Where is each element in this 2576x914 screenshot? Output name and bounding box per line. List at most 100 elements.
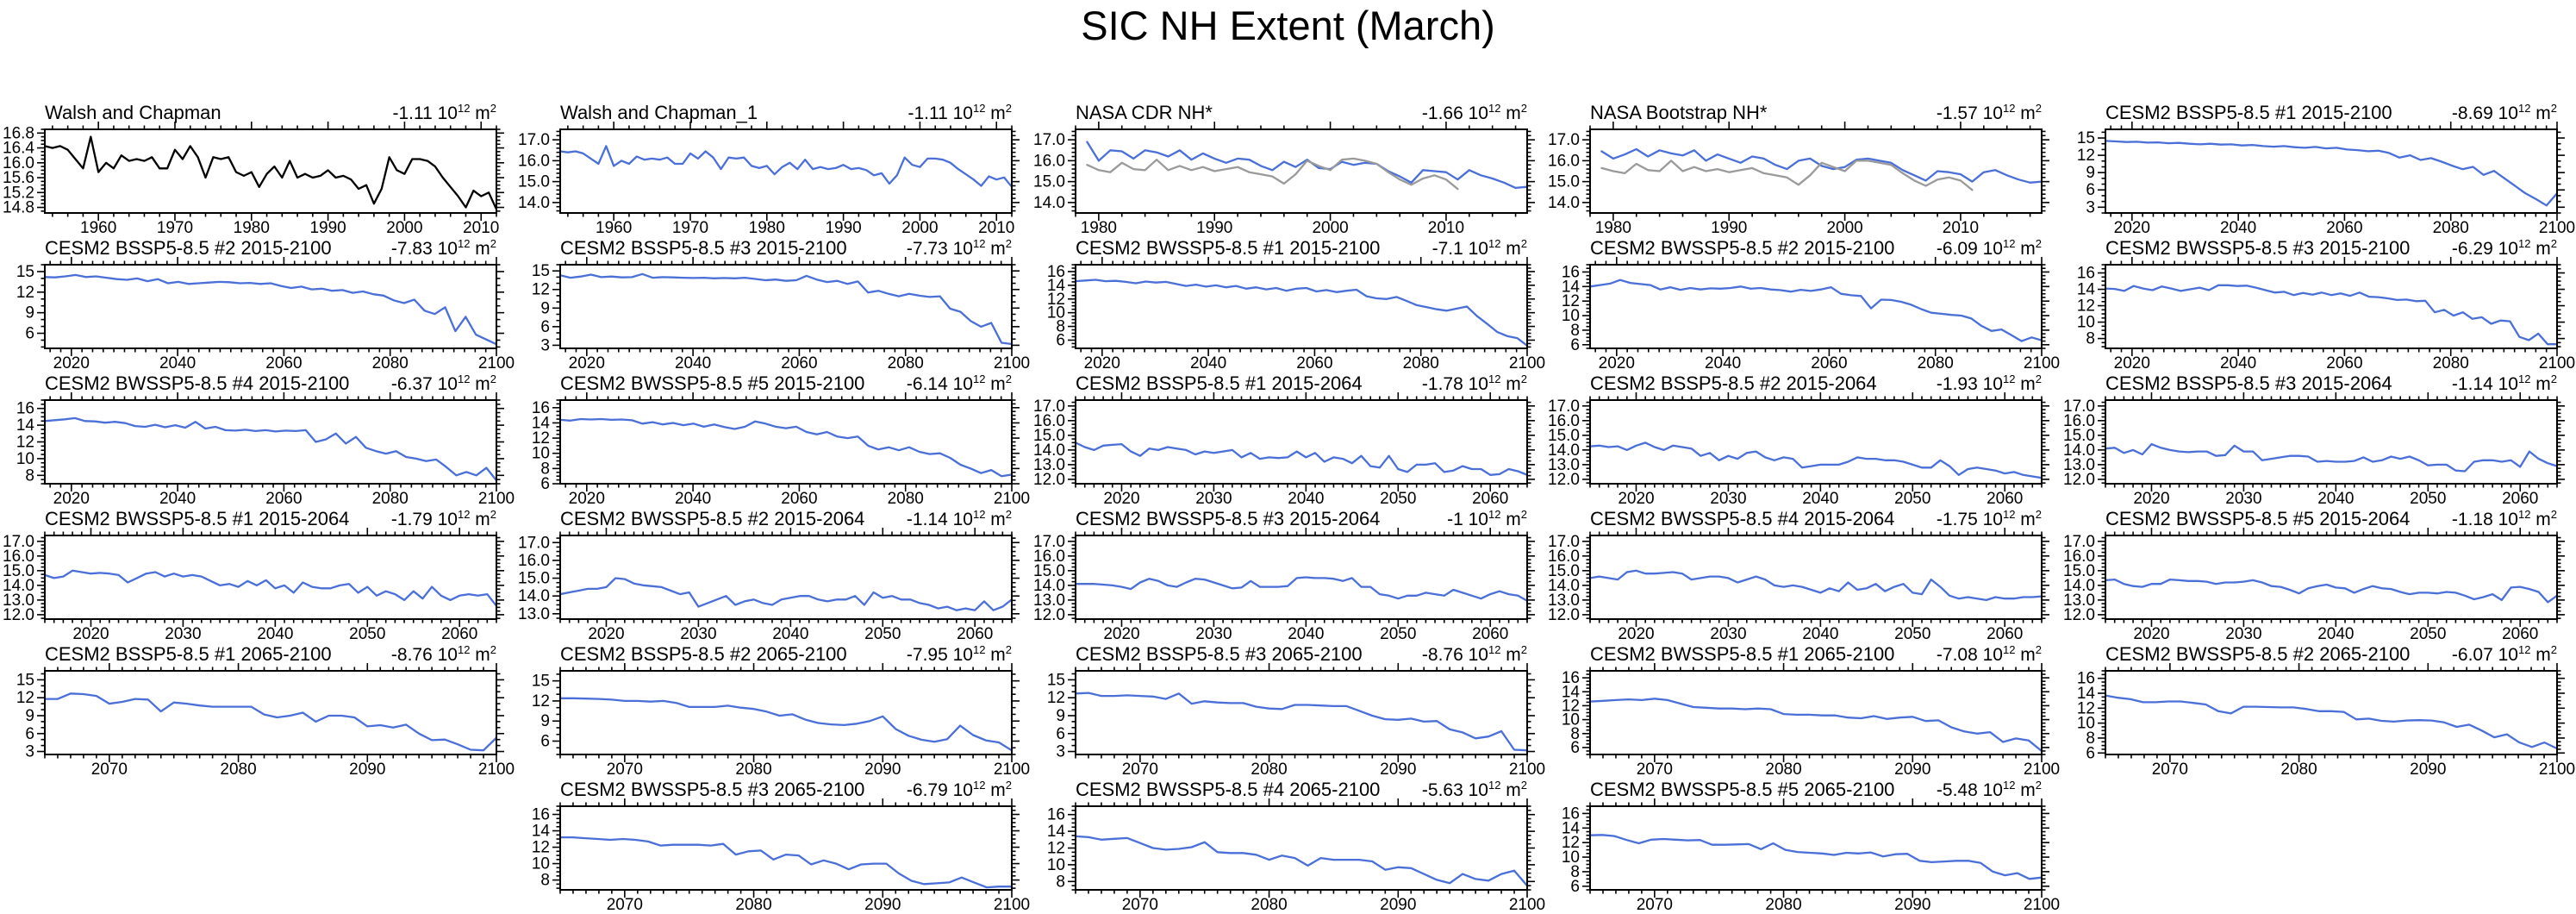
y-tick-label: 12	[2077, 297, 2095, 316]
x-tick-label: 2100	[2024, 896, 2060, 914]
y-tick-label: 17.0	[1033, 398, 1065, 416]
x-tick-label: 2100	[478, 761, 515, 779]
x-tick-label: 2060	[1472, 490, 1508, 508]
trend-annotation: -6.14 1012 m2	[907, 372, 1012, 394]
y-tick-label: 12	[16, 284, 34, 302]
x-tick-label: 2000	[386, 219, 422, 237]
trend-annotation: -8.76 1012 m2	[391, 643, 496, 665]
panel-title: CESM2 BWSSP5-8.5 #2 2015-2100	[1590, 237, 1894, 259]
plot-border	[2105, 264, 2558, 349]
x-tick-label: 2030	[680, 625, 716, 643]
y-tick-label: 14.0	[1548, 441, 1580, 460]
x-tick-label: 2080	[735, 896, 771, 914]
x-tick-label: 2000	[901, 219, 938, 237]
x-tick-label: 1980	[749, 219, 785, 237]
x-tick-label: 2060	[441, 625, 477, 643]
chart-panel: CESM2 BWSSP5-8.5 #4 2065-2100 -5.63 1012 …	[1031, 779, 1546, 914]
figure-title: SIC NH Extent (March)	[1081, 3, 1495, 48]
trend-annotation: -1.78 1012 m2	[1422, 372, 1527, 394]
y-tick-label: 16.4	[3, 140, 34, 158]
y-tick-label: 6	[1570, 336, 1580, 354]
x-tick-label: 2100	[2539, 354, 2575, 372]
x-tick-label: 1990	[1711, 219, 1747, 237]
y-tick-label: 15	[16, 671, 34, 689]
trend-annotation: -5.48 1012 m2	[1937, 779, 2042, 800]
trend-annotation: -6.37 1012 m2	[391, 372, 496, 394]
chart-panel: CESM2 BSSP5-8.5 #2 2015-2064 -1.93 1012 m…	[1545, 372, 2061, 508]
x-tick-label: 2080	[1251, 896, 1287, 914]
x-tick-label: 2090	[864, 761, 901, 779]
x-tick-label: 2070	[1637, 896, 1673, 914]
chart-panel: CESM2 BWSSP5-8.5 #1 2015-2064 -1.79 1012 …	[0, 508, 515, 643]
y-tick-label: 16	[532, 399, 550, 417]
chart-panel: CESM2 BSSP5-8.5 #3 2015-2100 -7.73 1012 m…	[515, 237, 1031, 372]
data-series-line	[45, 416, 496, 482]
x-tick-label: 2100	[994, 354, 1030, 372]
x-tick-label: 2060	[265, 354, 302, 372]
trend-annotation: -8.76 1012 m2	[1422, 643, 1527, 665]
x-tick-label: 2070	[1637, 761, 1673, 779]
y-tick-label: 6	[540, 732, 550, 750]
x-tick-label: 2040	[2317, 625, 2354, 643]
trend-annotation: -8.69 1012 m2	[2452, 102, 2557, 123]
y-tick-label: 10	[1562, 307, 1580, 325]
x-tick-label: 2080	[2433, 219, 2469, 237]
chart-panel: CESM2 BWSSP5-8.5 #2 2015-2064 -1.14 1012 …	[515, 508, 1031, 643]
data-series-line	[2105, 140, 2557, 207]
y-tick-label: 8	[1056, 873, 1065, 891]
x-tick-label: 2060	[1811, 354, 1847, 372]
y-tick-label: 10	[1047, 304, 1065, 322]
panel-title: CESM2 BWSSP5-8.5 #5 2015-2100	[560, 372, 864, 394]
y-tick-label: 12	[532, 839, 550, 857]
y-tick-label: 15	[2077, 129, 2095, 147]
x-tick-label: 2070	[2152, 761, 2188, 779]
data-series-line	[560, 272, 1012, 346]
y-tick-label: 9	[540, 712, 550, 730]
chart-panel: CESM2 BWSSP5-8.5 #2 2065-2100 -6.07 1012 …	[2061, 643, 2576, 779]
x-tick-label: 2020	[569, 490, 605, 508]
y-tick-label: 6	[25, 725, 34, 743]
y-tick-label: 17.0	[2063, 398, 2095, 416]
x-tick-label: 1960	[80, 219, 116, 237]
y-tick-label: 12.0	[1033, 606, 1065, 624]
y-tick-label: 10	[1562, 711, 1580, 729]
plot-border	[1589, 805, 2043, 891]
y-tick-label: 14	[1047, 823, 1066, 841]
trend-annotation: -1.14 1012 m2	[907, 508, 1012, 529]
y-tick-label: 12	[2077, 147, 2095, 165]
axes-ticks: 1960 1970 1980 1990 2000 2010 14.0 15.0 16.0 17.0	[518, 122, 1020, 237]
y-tick-label: 16	[1562, 263, 1580, 281]
y-tick-label: 15.0	[1033, 562, 1065, 580]
x-tick-label: 2090	[1894, 896, 1930, 914]
axes-ticks: 2020 2040 2060 2080 2100 6 9 12 15	[16, 257, 515, 372]
panel-title: CESM2 BWSSP5-8.5 #1 2015-2064	[45, 508, 349, 529]
y-tick-label: 14.0	[1548, 194, 1580, 212]
chart-panel: CESM2 BSSP5-8.5 #2 2065-2100 -7.95 1012 m…	[515, 643, 1031, 779]
y-tick-label: 10	[16, 450, 34, 468]
axes-ticks: 2020 2030 2040 2050 2060 12.013.014.015.016.0…	[3, 528, 504, 643]
y-tick-label: 6	[25, 325, 34, 343]
x-tick-label: 2040	[159, 490, 196, 508]
y-tick-label: 14	[1562, 683, 1581, 701]
y-tick-label: 15.6	[3, 169, 34, 187]
x-tick-label: 2040	[2220, 354, 2256, 372]
x-tick-label: 2060	[957, 625, 993, 643]
data-series-line	[1600, 147, 2042, 184]
x-tick-label: 2100	[478, 354, 515, 372]
x-tick-label: 2070	[91, 761, 128, 779]
x-tick-label: 2040	[159, 354, 196, 372]
panel-title: CESM2 BWSSP5-8.5 #2 2015-2064	[560, 508, 864, 529]
axes-ticks: 2020 2030 2040 2050 2060 12.013.014.015.016.0…	[1548, 528, 2049, 643]
x-tick-label: 2080	[1403, 354, 1439, 372]
y-tick-label: 6	[540, 318, 550, 336]
y-tick-label: 8	[1570, 322, 1580, 340]
x-tick-label: 1990	[825, 219, 861, 237]
x-tick-label: 2010	[1428, 219, 1464, 237]
y-tick-label: 17.0	[1548, 131, 1580, 149]
x-tick-label: 2080	[888, 354, 924, 372]
y-tick-label: 12	[2077, 699, 2095, 717]
trend-annotation: -1.14 1012 m2	[2452, 372, 2557, 394]
x-tick-label: 2060	[2502, 625, 2538, 643]
